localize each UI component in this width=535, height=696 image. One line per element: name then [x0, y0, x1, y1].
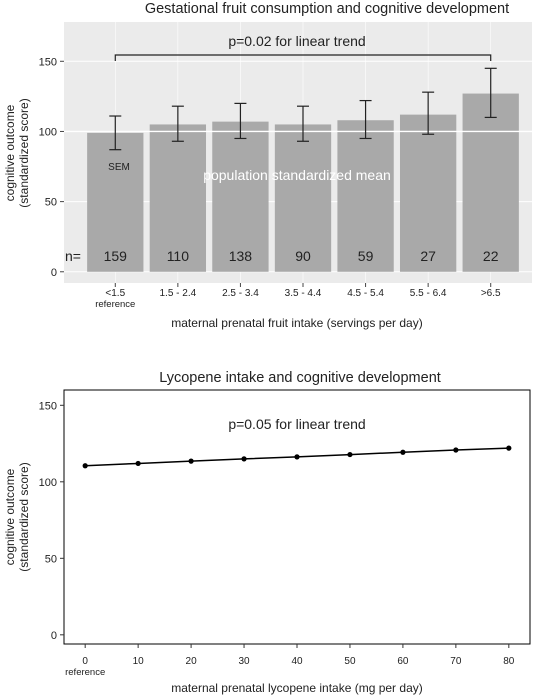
- chart-1-sample-size-2: 138: [229, 248, 253, 264]
- chart-2-y-axis-label: cognitive outcome (standardized score): [3, 462, 31, 571]
- chart-2-y-tick-label-0: 0: [51, 630, 57, 642]
- chart-1-y-axis-label-line-1: cognitive outcome: [3, 104, 17, 201]
- chart-1-trend-annotation: p=0.02 for linear trend: [228, 33, 365, 49]
- chart-1-bar-6: [462, 93, 519, 272]
- chart-2-x-tick-label-10: 10: [133, 656, 145, 667]
- chart-2-point-8: [506, 445, 512, 451]
- chart-1-y-tick-label-150: 150: [39, 56, 57, 68]
- chart-1-y-tick-label-0: 0: [51, 267, 57, 279]
- chart-1-trend-bracket: [114, 54, 492, 61]
- chart-2-x-tick-label-80: 80: [503, 656, 515, 667]
- chart-2-y-tick-label-100: 100: [39, 477, 57, 489]
- chart-2-x-tick-label-70: 70: [450, 656, 462, 667]
- chart-2-point-7: [453, 447, 459, 453]
- chart-2-x-tick-label-0: 0: [82, 656, 88, 667]
- chart-1-bars: [87, 93, 519, 272]
- chart-2-point-6: [400, 449, 406, 455]
- chart-1-x-tick-label-1: 1.5 - 2.4: [160, 288, 197, 299]
- chart-2-x-tick-label-20: 20: [186, 656, 198, 667]
- chart-2-x-tick-label-30: 30: [238, 656, 250, 667]
- chart-1-bar-1: [149, 124, 207, 272]
- chart-2-x-tick-label-40: 40: [291, 656, 303, 667]
- chart-1-reference-line-label: population standardized mean: [203, 167, 391, 183]
- chart-1-sample-size-1: 110: [167, 248, 190, 264]
- chart-1-error-bars: [109, 67, 497, 151]
- chart-1-x-tick-label-5: 5.5 - 6.4: [410, 288, 447, 299]
- chart-1-x-tick-label-3: 3.5 - 4.4: [285, 288, 322, 299]
- chart-2-y-tick-label-150: 150: [39, 400, 57, 412]
- chart-2-point-0: [82, 463, 88, 469]
- chart-1-bar-2: [212, 121, 269, 272]
- chart-2: Lycopene intake and cognitive developmen…: [3, 370, 531, 695]
- chart-2-point-3: [241, 456, 247, 462]
- chart-2-point-2: [188, 458, 194, 464]
- chart-1-bar-5: [399, 114, 457, 272]
- chart-2-x-reference-label: reference: [65, 667, 105, 678]
- chart-2-y-tick-label-50: 50: [45, 553, 57, 565]
- chart-1-error-bar-2: [234, 102, 247, 140]
- chart-2-points: [82, 445, 512, 469]
- chart-2-x-tick-label-60: 60: [397, 656, 409, 667]
- chart-1-title: Gestational fruit consumption and cognit…: [145, 1, 509, 17]
- chart-2-y-axis-label-line-2: (standardized score): [17, 462, 31, 571]
- chart-1-sample-size-4: 59: [358, 248, 374, 264]
- chart-1-error-bar-4: [359, 99, 372, 140]
- chart-1-bar-0: [87, 132, 144, 272]
- chart-1-sample-sizes: 159 110 138 90 59 27 22: [104, 248, 499, 264]
- chart-1-x-axis: <1.5 1.5 - 2.4 2.5 - 3.4 3.5 - 4.4 4.5 - 5.4…: [95, 283, 501, 310]
- chart-1-y-axis-label: cognitive outcome (standardized score): [3, 98, 31, 207]
- chart-1-sample-size-3: 90: [295, 248, 311, 264]
- chart-1: Gestational fruit consumption and cognit…: [3, 1, 532, 330]
- chart-2-y-axis-label-line-1: cognitive outcome: [3, 468, 17, 565]
- chart-2-y-axis: 0 50 100 150: [39, 400, 64, 642]
- chart-1-bar-3: [274, 124, 332, 272]
- chart-1-x-axis-label: maternal prenatal fruit intake (servings…: [171, 316, 422, 330]
- chart-1-error-bar-6: [484, 67, 497, 119]
- chart-2-title: Lycopene intake and cognitive developmen…: [159, 370, 441, 386]
- chart-2-point-1: [135, 460, 141, 467]
- chart-1-n-label: n=: [65, 248, 81, 264]
- chart-1-sem-label: SEM: [108, 162, 130, 173]
- chart-1-sample-size-5: 27: [420, 248, 436, 264]
- chart-1-y-tick-label-50: 50: [45, 197, 57, 209]
- chart-1-sample-size-0: 159: [104, 248, 128, 264]
- chart-2-x-axis-label: maternal prenatal lycopene intake (mg pe…: [171, 681, 422, 695]
- chart-1-error-bar-1: [171, 105, 184, 142]
- chart-1-bar-4: [337, 120, 394, 272]
- chart-1-x-tick-label-6: >6.5: [481, 288, 501, 299]
- chart-1-x-tick-label-0: <1.5: [105, 288, 125, 299]
- chart-1-error-bar-5: [422, 91, 435, 135]
- chart-1-error-bar-3: [297, 105, 309, 142]
- chart-2-x-tick-label-50: 50: [344, 656, 356, 667]
- chart-1-x-reference-label: reference: [95, 299, 135, 310]
- chart-1-sample-size-6: 22: [483, 248, 499, 264]
- chart-1-y-axis: 0 50 100 150: [39, 56, 64, 279]
- chart-2-x-axis: 0 10 20 30 40 50 60 70 80 reference: [65, 644, 515, 678]
- chart-1-y-axis-label-line-2: (standardized score): [17, 98, 31, 207]
- chart-2-point-5: [347, 451, 353, 458]
- chart-2-point-4: [294, 454, 300, 460]
- chart-1-x-tick-label-2: 2.5 - 3.4: [222, 288, 259, 299]
- chart-2-trend-annotation: p=0.05 for linear trend: [228, 416, 365, 432]
- chart-2-panel: [63, 389, 531, 645]
- chart-1-x-tick-label-4: 4.5 - 5.4: [347, 288, 384, 299]
- chart-1-y-tick-label-100: 100: [39, 126, 57, 138]
- chart-1-error-bar-0: [109, 115, 122, 151]
